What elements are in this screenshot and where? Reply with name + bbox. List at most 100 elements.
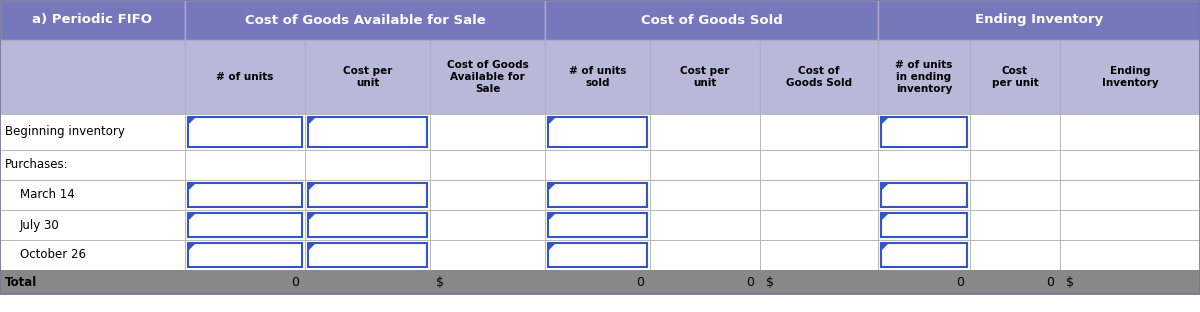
Polygon shape	[188, 183, 194, 190]
Bar	[1060, 40, 1200, 114]
Bar	[545, 150, 650, 180]
Bar	[878, 40, 970, 114]
Bar	[970, 150, 1060, 180]
Bar	[545, 240, 650, 270]
Bar	[878, 240, 970, 270]
Polygon shape	[188, 117, 194, 124]
Bar	[878, 150, 970, 180]
Polygon shape	[308, 243, 314, 250]
Bar	[545, 114, 650, 150]
Text: $: $	[766, 275, 774, 289]
Bar	[0, 240, 185, 270]
Bar	[185, 150, 305, 180]
Bar	[0, 270, 1200, 294]
Polygon shape	[881, 213, 888, 220]
Bar	[970, 240, 1060, 270]
Bar	[650, 180, 760, 210]
Text: $: $	[1066, 275, 1074, 289]
Bar	[1060, 150, 1200, 180]
Bar	[188, 183, 302, 207]
Bar	[308, 183, 427, 207]
Bar	[185, 210, 305, 240]
Bar	[0, 180, 185, 210]
Bar	[308, 213, 427, 237]
Bar	[970, 114, 1060, 150]
Bar	[0, 114, 185, 150]
Bar	[185, 40, 305, 114]
Bar	[430, 40, 545, 114]
Text: 0: 0	[1046, 275, 1054, 289]
Bar	[970, 270, 1060, 294]
Bar	[881, 213, 967, 237]
Bar	[0, 0, 185, 40]
Bar	[188, 243, 302, 267]
Text: # of units: # of units	[216, 72, 274, 82]
Polygon shape	[881, 183, 888, 190]
Bar	[545, 180, 650, 210]
Bar	[878, 210, 970, 240]
Bar	[430, 240, 545, 270]
Bar	[430, 270, 545, 294]
Polygon shape	[188, 243, 194, 250]
Polygon shape	[308, 117, 314, 124]
Bar	[308, 117, 427, 147]
Bar	[878, 180, 970, 210]
Bar	[1060, 180, 1200, 210]
Bar	[0, 210, 185, 240]
Bar	[188, 213, 302, 237]
Bar	[881, 117, 967, 147]
Bar	[970, 180, 1060, 210]
Bar	[760, 270, 878, 294]
Bar	[185, 0, 545, 40]
Bar	[881, 243, 967, 267]
Text: Cost
per unit: Cost per unit	[991, 66, 1038, 88]
Bar	[305, 240, 430, 270]
Bar	[548, 183, 647, 207]
Bar	[650, 40, 760, 114]
Bar	[878, 270, 970, 294]
Bar	[305, 270, 430, 294]
Text: 0: 0	[636, 275, 644, 289]
Bar	[185, 270, 305, 294]
Bar	[1060, 240, 1200, 270]
Bar	[185, 180, 305, 210]
Bar	[430, 150, 545, 180]
Bar	[308, 243, 427, 267]
Bar	[970, 210, 1060, 240]
Text: Cost of Goods Available for Sale: Cost of Goods Available for Sale	[245, 13, 485, 27]
Bar	[430, 210, 545, 240]
Text: Beginning inventory: Beginning inventory	[5, 125, 125, 139]
Bar	[305, 180, 430, 210]
Bar	[185, 240, 305, 270]
Bar	[650, 210, 760, 240]
Text: October 26: October 26	[20, 248, 86, 261]
Bar	[305, 40, 430, 114]
Bar	[878, 0, 1200, 40]
Bar	[1060, 210, 1200, 240]
Bar	[881, 183, 967, 207]
Bar	[650, 240, 760, 270]
Text: Purchases:: Purchases:	[5, 158, 68, 172]
Bar	[305, 114, 430, 150]
Bar	[1060, 114, 1200, 150]
Bar	[970, 40, 1060, 114]
Bar	[760, 210, 878, 240]
Bar	[545, 270, 650, 294]
Text: Cost per
unit: Cost per unit	[343, 66, 392, 88]
Text: $: $	[436, 275, 444, 289]
Bar	[430, 180, 545, 210]
Bar	[1060, 270, 1200, 294]
Bar	[760, 240, 878, 270]
Polygon shape	[308, 213, 314, 220]
Text: Total: Total	[5, 275, 37, 289]
Text: Cost of
Goods Sold: Cost of Goods Sold	[786, 66, 852, 88]
Bar	[0, 270, 185, 294]
Text: Ending
Inventory: Ending Inventory	[1102, 66, 1158, 88]
Bar	[650, 150, 760, 180]
Text: March 14: March 14	[20, 188, 74, 202]
Text: 0: 0	[956, 275, 964, 289]
Text: a) Periodic FIFO: a) Periodic FIFO	[32, 13, 152, 27]
Polygon shape	[548, 213, 554, 220]
Text: Ending Inventory: Ending Inventory	[974, 13, 1103, 27]
Text: 0: 0	[746, 275, 754, 289]
